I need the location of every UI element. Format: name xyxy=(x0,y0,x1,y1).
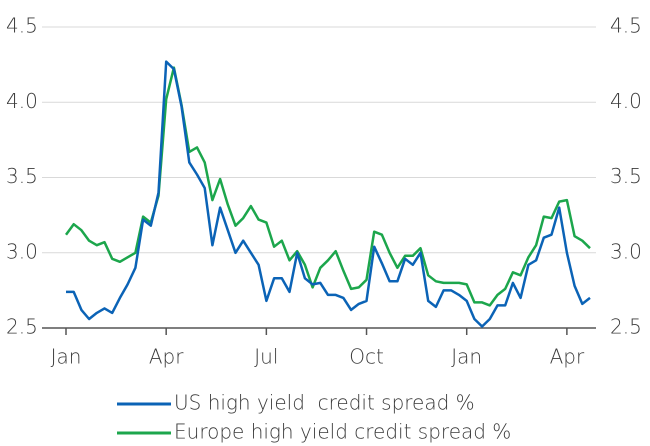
x-tick-label: Oct xyxy=(349,345,384,369)
legend-label: US high yield credit spread % xyxy=(174,391,475,415)
x-tick-label: Jan xyxy=(451,345,482,369)
x-tick-label: Apr xyxy=(550,345,585,369)
y2-tick-label: 4.0 xyxy=(610,89,642,113)
y2-tick-label: 3.5 xyxy=(610,164,642,188)
legend-label: Europe high yield credit spread % xyxy=(174,420,511,444)
series-line xyxy=(64,66,591,307)
y-tick-label: 3.0 xyxy=(6,239,38,263)
x-tick-label: Apr xyxy=(149,345,184,369)
x-tick-label: Jul xyxy=(254,345,278,369)
y-tick-label: 3.5 xyxy=(6,164,38,188)
y-tick-label: 4.5 xyxy=(6,14,38,38)
x-tick-label: Jan xyxy=(51,345,82,369)
y2-tick-label: 4.5 xyxy=(610,14,642,38)
series-line xyxy=(66,60,591,328)
y2-tick-label: 3.0 xyxy=(610,239,642,263)
y2-tick-label: 2.5 xyxy=(610,315,642,339)
y-tick-label: 4.0 xyxy=(6,89,38,113)
y-tick-label: 2.5 xyxy=(6,315,38,339)
